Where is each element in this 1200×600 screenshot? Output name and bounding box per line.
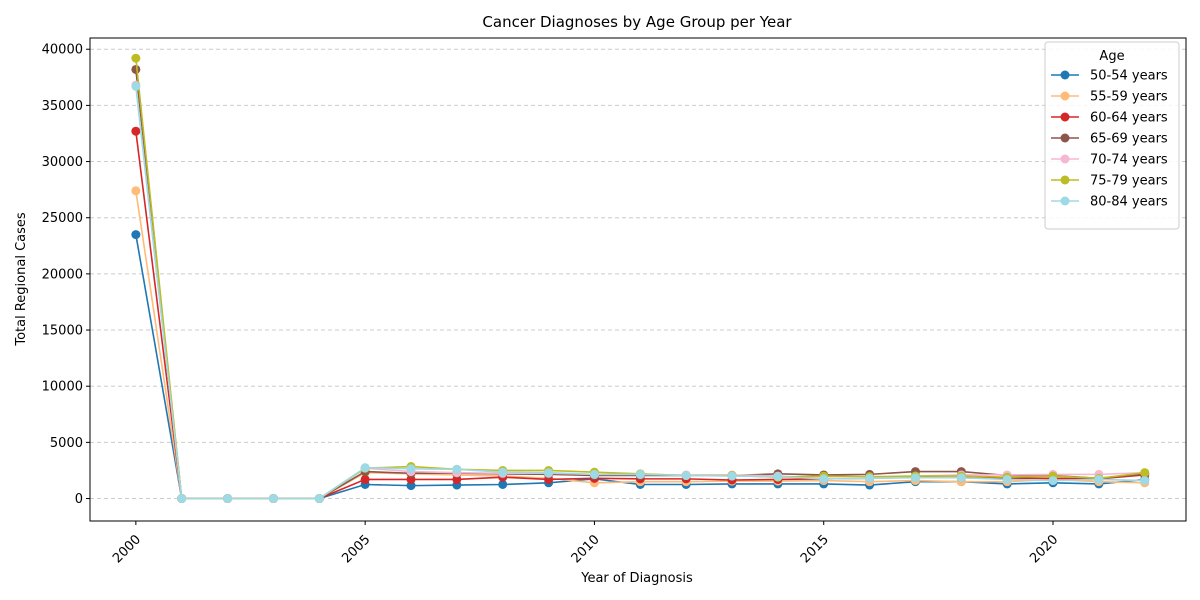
y-tick-label: 10000 — [42, 380, 83, 395]
series-line — [135, 85, 1145, 500]
y-tick-label: 30000 — [42, 155, 83, 170]
series-50-54-years — [131, 230, 1150, 504]
y-axis: 0 5000 10000 15000 20000 25000 30000 35000 40000 — [42, 43, 90, 507]
y-tick-label: 35000 — [42, 99, 83, 114]
data-point — [956, 473, 966, 483]
chart-title: Cancer Diagnoses by Age Group per Year — [482, 13, 792, 31]
data-point — [589, 469, 599, 479]
data-point — [452, 474, 462, 484]
y-axis-label: Total Regional Cases — [14, 212, 29, 347]
series-line — [135, 131, 1145, 500]
data-point — [727, 471, 737, 481]
series-80-84-years — [131, 81, 1150, 504]
legend-swatch-marker — [1060, 154, 1070, 164]
data-point — [681, 471, 691, 481]
legend-label: 80-84 years — [1090, 195, 1168, 210]
series-65-69-years — [131, 64, 1150, 504]
data-point — [498, 479, 508, 489]
series-line — [135, 69, 1145, 500]
legend-item: 70-74 years — [1051, 153, 1168, 168]
data-point — [177, 494, 187, 504]
data-point — [406, 464, 416, 474]
data-point — [131, 64, 141, 74]
data-point — [1094, 474, 1104, 484]
legend-title: Age — [1099, 49, 1124, 64]
legend-label: 50-54 years — [1090, 69, 1168, 84]
data-point — [406, 481, 416, 491]
data-point — [1048, 476, 1058, 486]
legend-swatch-marker — [1060, 133, 1070, 143]
data-point — [498, 467, 508, 477]
data-point — [360, 463, 370, 473]
legend-label: 75-79 years — [1090, 174, 1168, 189]
data-point — [131, 81, 141, 91]
data-point — [635, 469, 645, 479]
legend-item: 60-64 years — [1051, 111, 1168, 126]
series-lines — [131, 53, 1150, 504]
data-point — [131, 126, 141, 136]
series-line — [135, 58, 1145, 500]
legend-item: 75-79 years — [1051, 174, 1168, 189]
y-tick-label: 20000 — [42, 267, 83, 282]
x-tick-label: 2015 — [798, 532, 832, 566]
data-point — [131, 53, 141, 63]
data-point — [131, 230, 141, 240]
data-point — [910, 473, 920, 483]
data-point — [223, 494, 233, 504]
data-point — [406, 474, 416, 484]
y-tick-label: 0 — [75, 492, 83, 507]
x-axis: 2000 2005 2010 2015 2020 — [110, 521, 1061, 566]
legend-label: 65-69 years — [1090, 132, 1168, 147]
series-line — [135, 86, 1145, 500]
legend: Age 50-54 years 55-59 years 60-64 years 65-6… — [1044, 41, 1180, 230]
legend-swatch-marker — [1060, 91, 1070, 101]
data-point — [268, 494, 278, 504]
x-tick-label: 2000 — [110, 532, 144, 566]
data-point — [452, 464, 462, 474]
y-tick-label: 15000 — [42, 324, 83, 339]
data-point — [1140, 468, 1150, 478]
x-tick-label: 2020 — [1027, 532, 1061, 566]
legend-label: 55-59 years — [1090, 90, 1168, 105]
legend-item: 50-54 years — [1051, 69, 1168, 84]
grid-lines — [90, 48, 1186, 500]
legend-box — [1044, 41, 1180, 230]
data-point — [544, 468, 554, 478]
x-tick-label: 2010 — [569, 532, 603, 566]
y-tick-label: 25000 — [42, 211, 83, 226]
legend-item: 55-59 years — [1051, 90, 1168, 105]
x-axis-label: Year of Diagnosis — [580, 571, 693, 586]
legend-swatch-marker — [1060, 175, 1070, 185]
series-60-64-years — [131, 126, 1150, 504]
data-point — [865, 473, 875, 483]
data-point — [819, 474, 829, 484]
data-point — [773, 472, 783, 482]
y-tick-label: 40000 — [42, 43, 83, 58]
data-point — [314, 494, 324, 504]
legend-label: 60-64 years — [1090, 111, 1168, 126]
legend-swatch-marker — [1060, 196, 1070, 206]
y-tick-label: 5000 — [50, 436, 83, 451]
legend-item: 65-69 years — [1051, 132, 1168, 147]
plot-area-frame — [89, 37, 1187, 522]
legend-label: 70-74 years — [1090, 153, 1168, 168]
x-tick-label: 2005 — [339, 532, 373, 566]
legend-swatch-marker — [1060, 70, 1070, 80]
data-point — [1002, 474, 1012, 484]
series-75-79-years — [131, 53, 1150, 504]
series-55-59-years — [131, 186, 1150, 504]
data-point — [360, 474, 370, 484]
data-point — [131, 186, 141, 196]
legend-swatch-marker — [1060, 112, 1070, 122]
data-point — [1140, 476, 1150, 486]
series-70-74-years — [131, 80, 1150, 504]
series-line — [135, 190, 1145, 500]
legend-item: 80-84 years — [1051, 195, 1168, 210]
